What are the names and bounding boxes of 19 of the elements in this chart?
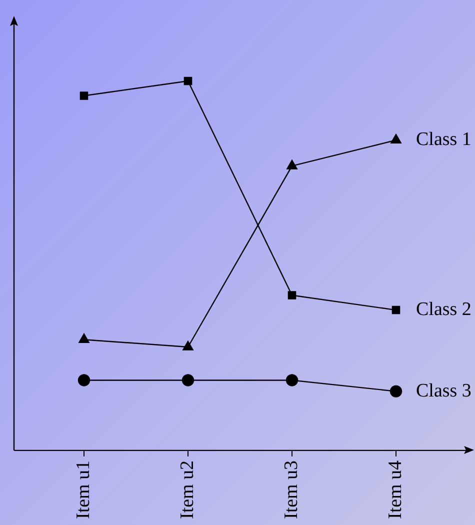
point: [182, 374, 194, 386]
point: [182, 340, 194, 350]
point: [78, 334, 90, 343]
point: [80, 92, 88, 100]
point: [184, 76, 192, 86]
series-label: Class 2: [416, 299, 472, 320]
series-label: Class 1: [416, 129, 472, 150]
point: [288, 291, 296, 300]
series-label: Class 3: [416, 380, 472, 402]
x-tick-label: Item u4: [384, 460, 406, 520]
point: [286, 374, 298, 386]
point: [286, 160, 298, 170]
x-tick-label: Item u3: [280, 460, 302, 520]
point: [390, 385, 402, 398]
x-tick-label: Item u1: [72, 460, 94, 520]
x-tick-label: Item u2: [176, 460, 198, 520]
point: [78, 374, 90, 386]
point: [390, 134, 402, 144]
point: [392, 306, 400, 314]
